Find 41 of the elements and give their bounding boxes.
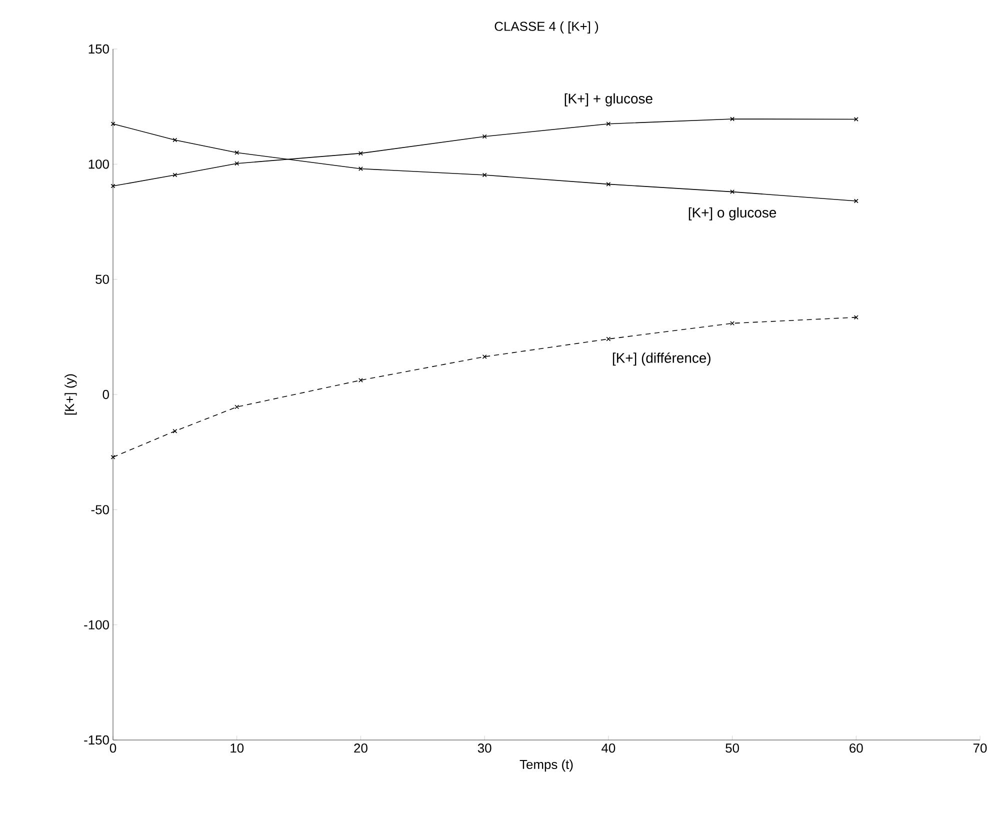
x-axis-title: Temps (t) <box>520 760 573 772</box>
point <box>482 134 487 139</box>
point <box>606 122 611 126</box>
series-label: [K+] (différence) <box>612 352 710 366</box>
y-tick-label: 100 <box>88 160 109 169</box>
point <box>234 404 240 410</box>
point <box>358 166 363 171</box>
point <box>730 190 735 194</box>
series-label: [K+] + glucose <box>564 93 652 106</box>
x-tick-label: 30 <box>478 744 492 753</box>
y-tick-label: 50 <box>96 274 109 284</box>
x-tick-label: 0 <box>110 744 116 753</box>
x-tick-label: 10 <box>230 744 244 753</box>
series-label: [K+] o glucose <box>688 207 776 220</box>
point <box>482 172 487 178</box>
x-tick-label: 40 <box>602 744 616 753</box>
point <box>172 172 178 178</box>
point <box>854 315 858 320</box>
x-tick-label: 70 <box>973 744 987 753</box>
x-tick-label: 20 <box>354 744 368 753</box>
y-tick-label: -100 <box>84 620 109 630</box>
point <box>358 151 363 156</box>
point <box>172 138 178 142</box>
point <box>172 428 178 434</box>
x-tick-label: 60 <box>850 744 863 753</box>
point <box>730 321 735 326</box>
point <box>234 150 240 155</box>
point <box>234 161 240 166</box>
y-axis-title: [K+] (y) <box>64 374 77 415</box>
point <box>110 454 116 460</box>
chart-title: CLASSE 4 ( [K+] ) <box>494 21 598 34</box>
point <box>606 336 611 342</box>
y-tick-label: -50 <box>91 505 109 514</box>
point <box>358 378 363 382</box>
x-tick-label: 50 <box>726 744 739 753</box>
y-tick-label: 0 <box>102 390 109 400</box>
y-tick-label: -150 <box>84 735 109 745</box>
point <box>482 354 487 359</box>
point <box>606 182 611 186</box>
point <box>730 116 735 122</box>
y-tick-label: 150 <box>88 44 109 54</box>
